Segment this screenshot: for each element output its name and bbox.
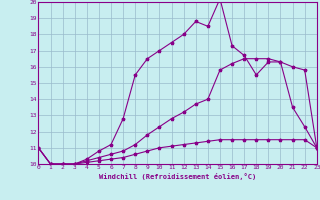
X-axis label: Windchill (Refroidissement éolien,°C): Windchill (Refroidissement éolien,°C) [99, 173, 256, 180]
